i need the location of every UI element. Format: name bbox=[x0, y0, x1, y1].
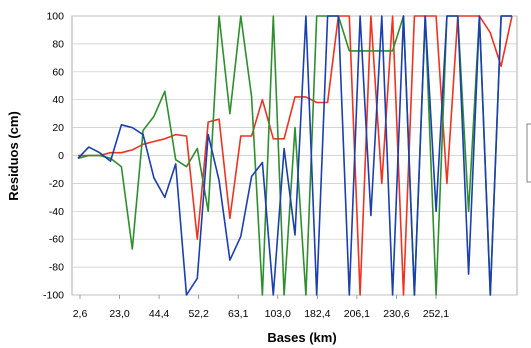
series-line-blue bbox=[77, 15, 512, 296]
y-tick-label: -100 bbox=[43, 290, 64, 302]
x-tick-label: 23,0 bbox=[109, 308, 130, 320]
x-tick-label: 182,4 bbox=[304, 308, 330, 320]
y-tick-label: 20 bbox=[52, 122, 64, 134]
x-tick-label: 206,1 bbox=[344, 308, 370, 320]
x-tick-labels: 2,6 23,0 44,4 52,2 63,1 103,0 182,4 206,1 230,6 2… bbox=[73, 295, 449, 320]
x-tick-label: 252,1 bbox=[423, 308, 449, 320]
y-tick-labels: 100 80 60 40 20 0 -20 -40 -60 -80 -100 bbox=[43, 11, 64, 302]
y-tick-label: -60 bbox=[49, 234, 64, 246]
y-axis-title: Residuos (cm) bbox=[6, 111, 21, 201]
x-tick-label: 63,1 bbox=[228, 308, 249, 320]
y-tick-label: -40 bbox=[49, 206, 64, 218]
x-tick-label: 230,6 bbox=[383, 308, 409, 320]
x-tick-label: 44,4 bbox=[149, 308, 170, 320]
y-tick-label: -20 bbox=[49, 178, 64, 190]
y-tick-label: 0 bbox=[58, 150, 64, 162]
y-tick-label: 40 bbox=[52, 94, 64, 106]
x-tick-label: 2,6 bbox=[73, 308, 88, 320]
gridlines bbox=[72, 15, 517, 296]
y-tick-label: 60 bbox=[52, 66, 64, 78]
x-tick-label: 52,2 bbox=[188, 308, 209, 320]
x-tick-label: 103,0 bbox=[265, 308, 291, 320]
legend-box-cropped bbox=[526, 123, 531, 183]
x-axis-title: Bases (km) bbox=[267, 330, 336, 345]
y-tick-label: 100 bbox=[46, 11, 64, 23]
y-tick-label: -80 bbox=[49, 262, 64, 274]
series-line-red bbox=[78, 15, 513, 296]
series-line-green bbox=[77, 15, 512, 296]
series-lines bbox=[77, 15, 513, 296]
y-tick-label: 80 bbox=[52, 38, 64, 50]
